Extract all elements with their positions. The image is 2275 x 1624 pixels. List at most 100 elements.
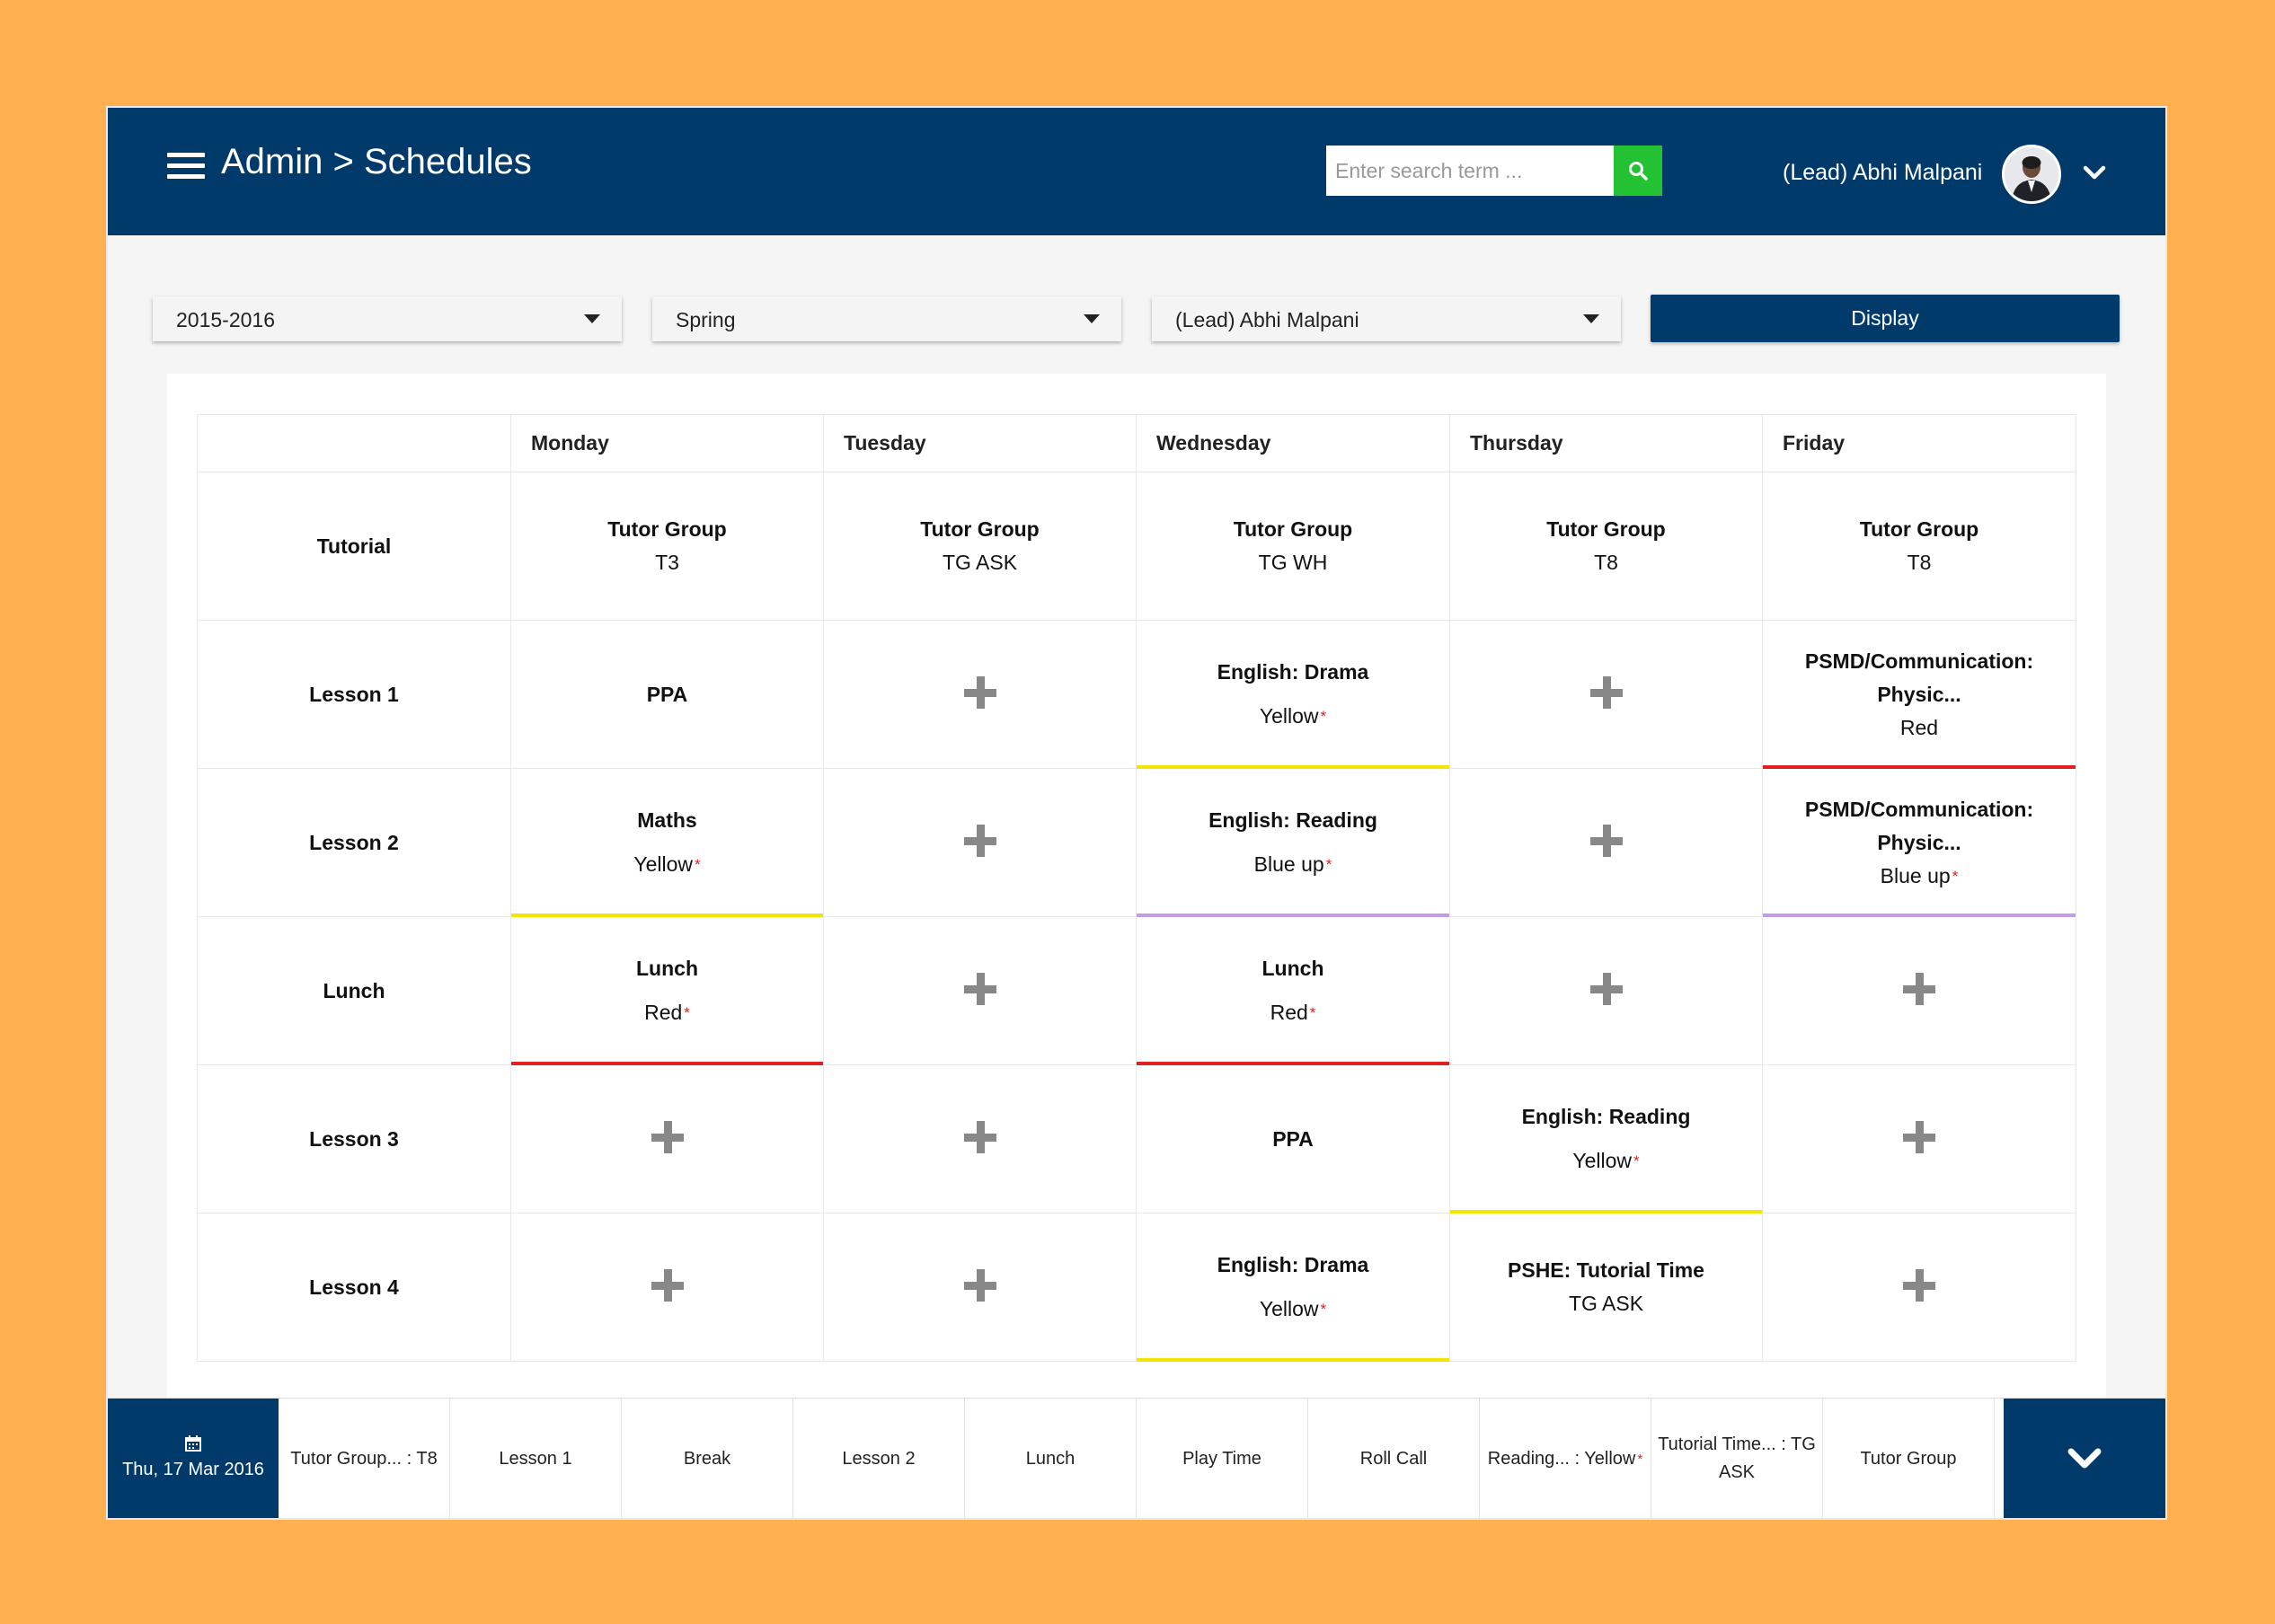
- empty-slot-cell[interactable]: [823, 620, 1137, 769]
- slot-cell[interactable]: Tutor Group T3: [510, 472, 824, 621]
- period-tab[interactable]: Lesson 1: [450, 1399, 622, 1518]
- subject-name: PSHE: Tutorial Time: [1508, 1258, 1704, 1282]
- plus-icon[interactable]: [1903, 1120, 1935, 1153]
- plus-icon[interactable]: [963, 972, 996, 1005]
- period-tab[interactable]: Lesson 2: [793, 1399, 965, 1518]
- slot-cell[interactable]: Tutor Group TG ASK: [823, 472, 1137, 621]
- period-tab[interactable]: Lunch: [965, 1399, 1137, 1518]
- period-tab[interactable]: Reading... : Yellow *: [1480, 1399, 1651, 1518]
- empty-slot-cell[interactable]: [1762, 1213, 2076, 1362]
- slot-cell[interactable]: Tutor Group T8: [1449, 472, 1763, 621]
- plus-icon[interactable]: [963, 1268, 996, 1302]
- empty-slot-cell[interactable]: [1449, 916, 1763, 1065]
- empty-slot-cell[interactable]: [823, 768, 1137, 917]
- subject-name: English: Reading: [1521, 1105, 1691, 1128]
- slot-content: Tutor Group TG ASK: [824, 513, 1136, 579]
- required-asterisk: *: [1325, 856, 1332, 873]
- required-asterisk: *: [695, 856, 701, 873]
- plus-icon[interactable]: [651, 1120, 684, 1153]
- subject-name: Maths: [637, 808, 697, 832]
- slot-content: Tutor Group T8: [1450, 513, 1762, 579]
- expand-button[interactable]: [2004, 1399, 2165, 1518]
- search-button[interactable]: [1614, 146, 1662, 196]
- slot-cell[interactable]: English: Reading Yellow *: [1449, 1064, 1763, 1214]
- avatar[interactable]: [2002, 145, 2061, 204]
- plus-icon[interactable]: [1903, 1268, 1935, 1302]
- subject-name: English: Drama: [1217, 1253, 1369, 1276]
- day-header-monday: Monday: [510, 414, 824, 472]
- period-label: Lesson 4: [197, 1213, 511, 1362]
- empty-slot-cell[interactable]: [823, 916, 1137, 1065]
- group-name: T8: [1450, 546, 1762, 579]
- empty-slot-cell[interactable]: [823, 1064, 1137, 1214]
- group-name: T3: [511, 546, 823, 579]
- subject-name: PSMD/Communication: Physic...: [1804, 797, 2034, 854]
- year-select[interactable]: 2015-2016: [153, 296, 622, 341]
- subject-name: English: Reading: [1208, 808, 1377, 832]
- required-asterisk: *: [1309, 1004, 1316, 1021]
- empty-slot-cell[interactable]: [510, 1064, 824, 1214]
- avatar-image: [2005, 147, 2058, 201]
- plus-icon[interactable]: [1903, 972, 1935, 1005]
- period-label: Tutorial: [197, 472, 511, 621]
- day-header-tuesday: Tuesday: [823, 414, 1137, 472]
- slot-cell[interactable]: PSMD/Communication: Physic... Red: [1762, 620, 2076, 769]
- empty-slot-cell[interactable]: [1449, 768, 1763, 917]
- display-button[interactable]: Display: [1651, 295, 2120, 342]
- period-tab[interactable]: Tutor Group... : T8: [279, 1399, 450, 1518]
- empty-slot-cell[interactable]: [1762, 1064, 2076, 1214]
- empty-slot-cell[interactable]: [1449, 620, 1763, 769]
- slot-cell[interactable]: English: Drama Yellow *: [1136, 1213, 1450, 1362]
- plus-icon[interactable]: [1589, 824, 1623, 857]
- slot-cell[interactable]: PSMD/Communication: Physic... Blue up *: [1762, 768, 2076, 917]
- chevron-down-icon[interactable]: [2081, 163, 2108, 181]
- slot-cell[interactable]: Tutor Group TG WH: [1136, 472, 1450, 621]
- date-box[interactable]: Thu, 17 Mar 2016: [108, 1399, 279, 1518]
- current-date: Thu, 17 Mar 2016: [122, 1460, 264, 1479]
- period-label: Lunch: [197, 916, 511, 1065]
- period-tab[interactable]: Break: [622, 1399, 793, 1518]
- slot-cell[interactable]: Lunch Red *: [510, 916, 824, 1065]
- period-tab[interactable]: Tutorial Time... : TG ASK: [1651, 1399, 1823, 1518]
- slot-cell[interactable]: PSHE: Tutorial Time TG ASK: [1449, 1213, 1763, 1362]
- period-label: Lesson 3: [197, 1064, 511, 1214]
- plus-icon[interactable]: [1589, 675, 1623, 709]
- caret-down-icon: [584, 314, 600, 323]
- plus-icon[interactable]: [651, 1268, 684, 1302]
- slot-cell[interactable]: English: Drama Yellow *: [1136, 620, 1450, 769]
- timetable-row: Tutorial Tutor Group T3 Tutor Group TG ASK Tu…: [197, 472, 2076, 621]
- calendar-icon: [185, 1435, 201, 1452]
- slot-cell[interactable]: PPA: [510, 620, 824, 769]
- slot-cell[interactable]: Lunch Red *: [1136, 916, 1450, 1065]
- group-name: T8: [1763, 546, 2076, 579]
- empty-slot-cell[interactable]: [823, 1213, 1137, 1362]
- group-name: TG ASK: [1450, 1287, 1762, 1320]
- plus-icon[interactable]: [1589, 972, 1623, 1005]
- period-tab[interactable]: Roll Call: [1308, 1399, 1480, 1518]
- search-input[interactable]: [1326, 146, 1614, 196]
- empty-slot-cell[interactable]: [510, 1213, 824, 1362]
- menu-icon[interactable]: [167, 153, 205, 180]
- period-tab[interactable]: Tutor Group: [1823, 1399, 1995, 1518]
- period-tab-label: Roll Call: [1359, 1448, 1428, 1469]
- slot-cell[interactable]: Tutor Group T8: [1762, 472, 2076, 621]
- user-name[interactable]: (Lead) Abhi Malpani: [1783, 160, 1983, 185]
- term-select[interactable]: Spring: [652, 296, 1121, 341]
- plus-icon[interactable]: [963, 824, 996, 857]
- slot-cell[interactable]: Maths Yellow *: [510, 768, 824, 917]
- slot-content: English: Reading Yellow *: [1450, 1100, 1762, 1178]
- chevron-down-icon: [2067, 1448, 2102, 1469]
- plus-icon[interactable]: [963, 675, 996, 709]
- group-color-label: Yellow *: [1137, 700, 1449, 733]
- slot-cell[interactable]: English: Reading Blue up *: [1136, 768, 1450, 917]
- plus-icon[interactable]: [963, 1120, 996, 1153]
- subject-name: Lunch: [1261, 957, 1324, 980]
- period-tab[interactable]: Play Time: [1137, 1399, 1308, 1518]
- empty-slot-cell[interactable]: [1762, 916, 2076, 1065]
- bottom-bar: Thu, 17 Mar 2016 Tutor Group... : T8 Less…: [108, 1398, 2165, 1518]
- period-tab-label: Break: [683, 1448, 731, 1469]
- slot-cell[interactable]: PPA: [1136, 1064, 1450, 1214]
- teacher-select[interactable]: (Lead) Abhi Malpani: [1152, 296, 1621, 341]
- detail-text: TG WH: [1258, 551, 1328, 574]
- period-label: Lesson 1: [197, 620, 511, 769]
